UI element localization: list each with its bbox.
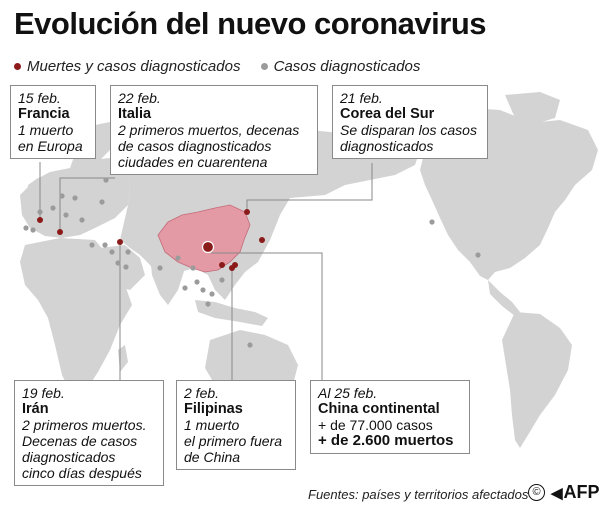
case-marker <box>125 249 131 255</box>
south-america <box>502 312 572 448</box>
callout-place: China continental <box>318 401 440 417</box>
callout-francia: 15 feb. Francia 1 muerto en Europa <box>10 85 96 159</box>
leader-corea <box>246 163 373 212</box>
case-marker <box>123 264 129 270</box>
source-note: Fuentes: países y territorios afectados <box>308 487 529 502</box>
callout-date: 19 feb. <box>22 385 65 401</box>
deaths-markers <box>37 209 265 271</box>
callout-date: Al 25 feb. <box>318 385 378 401</box>
callout-place: Filipinas <box>184 401 243 417</box>
legend-item-cases: Casos diagnosticados <box>260 58 421 75</box>
marker-corea <box>244 209 250 215</box>
callout-deaths-count: + de 2.600 muertos <box>318 432 454 449</box>
callout-place: Italia <box>118 106 152 122</box>
cases-markers <box>23 177 481 348</box>
callout-desc-line: 2 primeros muertos, decenas <box>118 122 300 138</box>
africa <box>20 238 132 395</box>
callout-desc-line: en Europa <box>18 138 83 154</box>
case-marker <box>59 193 65 199</box>
greenland <box>505 92 560 124</box>
red-dot-icon <box>14 63 21 70</box>
callout-date: 21 feb. <box>340 90 383 106</box>
case-marker <box>190 265 196 271</box>
case-marker <box>194 279 200 285</box>
gray-dot-icon <box>260 63 268 70</box>
case-marker <box>209 291 215 297</box>
marker-iran <box>117 239 123 245</box>
callout-filipinas: 2 feb. Filipinas 1 muerto el primero fue… <box>176 380 296 470</box>
case-marker <box>175 255 181 261</box>
case-marker <box>429 219 435 225</box>
case-marker <box>50 205 56 211</box>
callout-place: Francia <box>18 106 70 122</box>
leader-china <box>211 252 323 380</box>
agency-logo: © ◀ AFP <box>528 482 600 503</box>
callout-corea: 21 feb. Corea del Sur Se disparan los ca… <box>332 85 488 159</box>
case-marker <box>247 342 253 348</box>
case-marker <box>99 199 105 205</box>
callout-desc-line: ciudades en cuarentena <box>118 154 268 170</box>
case-marker <box>37 209 43 215</box>
marker-francia <box>37 217 43 223</box>
marker-japan <box>259 237 265 243</box>
case-marker <box>79 217 85 223</box>
afp-arrow-icon: ◀ <box>551 484 563 502</box>
callout-place: Irán <box>22 401 49 417</box>
case-marker <box>475 252 481 258</box>
copyright-icon: © <box>528 484 545 501</box>
callout-italia: 22 feb. Italia 2 primeros muertos, decen… <box>110 85 318 175</box>
case-marker <box>30 227 36 233</box>
leader-lines <box>39 162 373 380</box>
case-marker <box>23 225 29 231</box>
callout-desc-line: el primero fuera <box>184 433 283 449</box>
china-mainland <box>157 204 251 273</box>
case-marker <box>182 285 188 291</box>
case-marker <box>102 242 108 248</box>
callout-desc-line: de China <box>184 449 241 465</box>
case-marker <box>115 260 121 266</box>
callout-desc-line: 2 primeros muertos. <box>22 417 147 433</box>
case-marker <box>200 287 206 293</box>
case-marker <box>72 195 78 201</box>
callout-desc-line: 1 muerto <box>184 417 240 433</box>
marker-italia <box>57 229 63 235</box>
case-marker <box>205 301 211 307</box>
marker-china <box>201 240 215 254</box>
callout-desc-line: diagnosticados <box>340 138 434 154</box>
uk <box>27 178 42 205</box>
page-title: Evolución del nuevo coronavirus <box>14 6 487 41</box>
central-america <box>488 280 520 316</box>
case-marker <box>219 277 225 283</box>
agency-name: AFP <box>563 482 600 502</box>
legend: Muertes y casos diagnosticados Casos dia… <box>14 57 436 75</box>
case-marker <box>63 212 69 218</box>
callout-desc-line: de casos diagnosticados <box>118 138 272 154</box>
callout-iran: 19 feb. Irán 2 primeros muertos. Decenas… <box>14 380 164 486</box>
callout-date: 22 feb. <box>118 90 161 106</box>
callout-desc-line: 1 muerto <box>18 122 74 138</box>
legend-label-deaths: Muertes y casos diagnosticados <box>27 58 241 75</box>
callout-desc-line: Decenas de casos <box>22 433 138 449</box>
callout-desc-line: diagnosticados <box>22 449 116 465</box>
callout-date: 2 feb. <box>184 385 220 401</box>
case-marker <box>109 249 115 255</box>
case-marker <box>89 242 95 248</box>
callout-cases-count: + de 77.000 casos <box>318 417 433 433</box>
callout-desc-line: Se disparan los casos <box>340 122 477 138</box>
callout-china: Al 25 feb. China continental + de 77.000… <box>310 380 470 454</box>
case-marker <box>103 177 109 183</box>
case-marker <box>157 265 163 271</box>
callout-date: 15 feb. <box>18 90 61 106</box>
callout-place: Corea del Sur <box>340 106 435 122</box>
legend-item-deaths: Muertes y casos diagnosticados <box>14 58 240 75</box>
marker-filipinas <box>229 265 235 271</box>
callout-desc-line: cinco días después <box>22 465 142 481</box>
marker-hong-kong <box>219 262 225 268</box>
leader-italia <box>59 177 115 232</box>
legend-label-cases: Casos diagnosticados <box>273 58 421 75</box>
